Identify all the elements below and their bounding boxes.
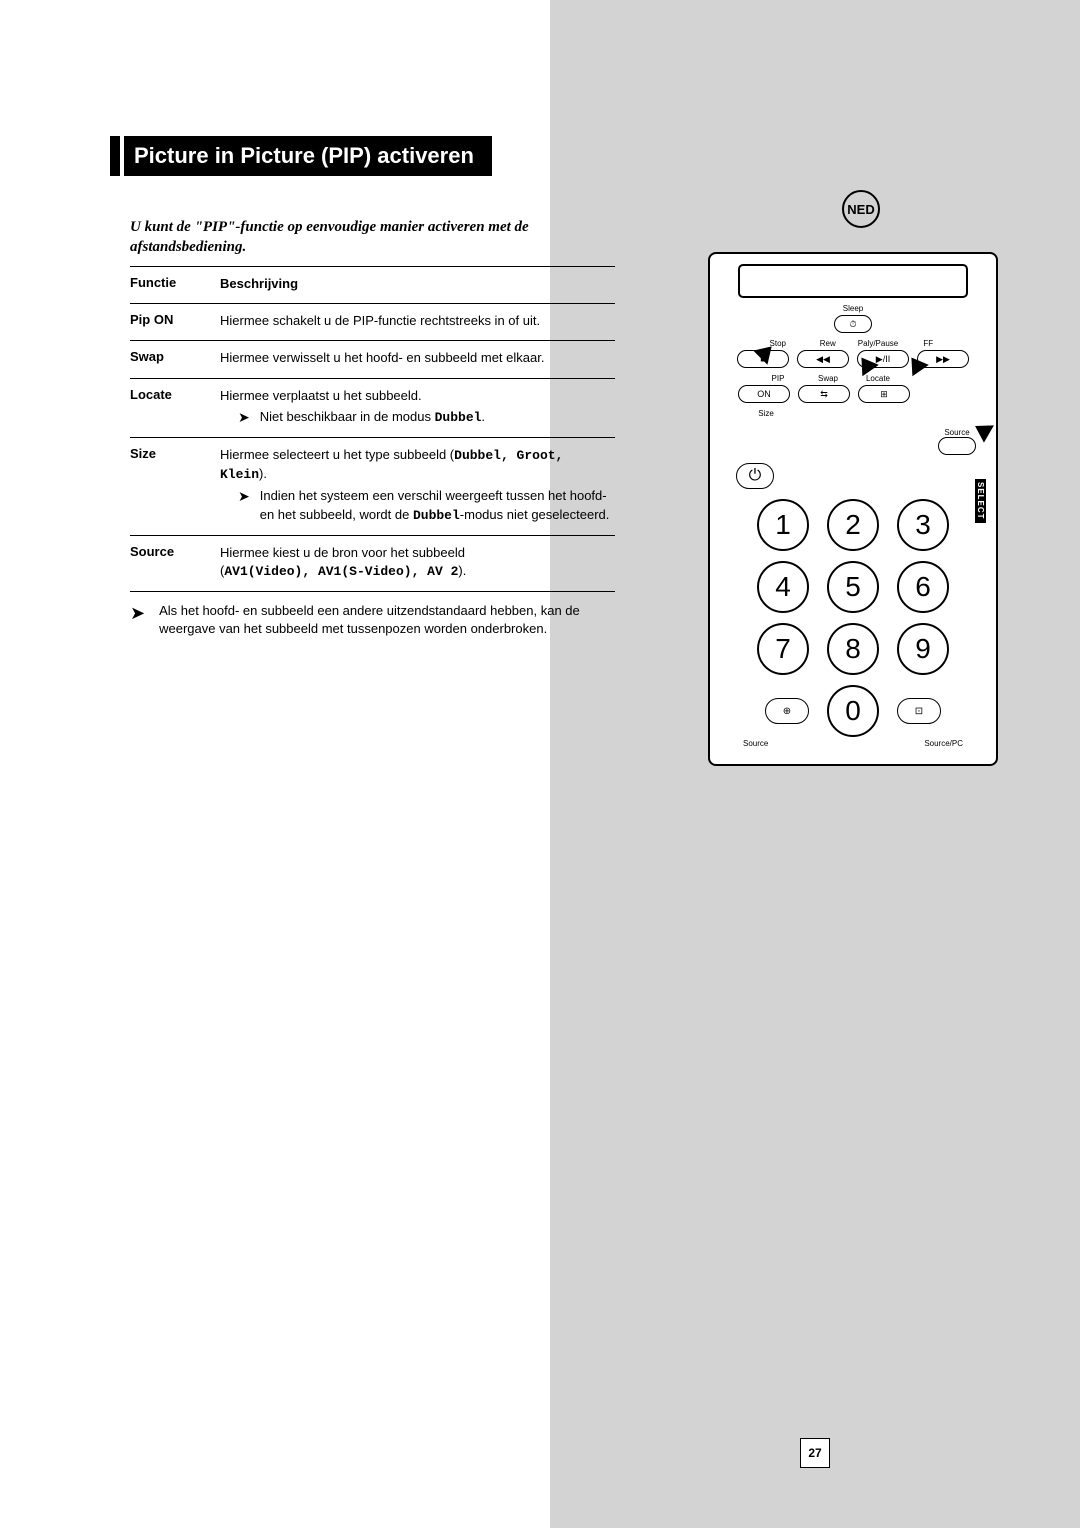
num-5-button[interactable]: 5: [827, 561, 879, 613]
header-functie: Functie: [130, 275, 220, 290]
num-1-button[interactable]: 1: [757, 499, 809, 551]
rew-button[interactable]: ◀◀: [797, 350, 849, 368]
swap-button[interactable]: ⇆: [798, 385, 850, 403]
pill-row-pip: ON ⇆ ⊞: [722, 385, 984, 403]
number-pad: 1 2 3 4 5 6 7 8 9: [722, 499, 984, 675]
size-subnote-text: Indien het systeem een verschil weergeef…: [260, 487, 615, 524]
header-beschrijving: Beschrijving: [220, 275, 615, 293]
row-locate: Locate Hiermee verplaatst u het subbeeld…: [130, 378, 615, 437]
footnote: ➤ Als het hoofd- en subbeeld een andere …: [130, 602, 615, 638]
label-sleep: Sleep: [833, 304, 873, 313]
label-rew: Rew: [808, 339, 848, 348]
num-3-button[interactable]: 3: [897, 499, 949, 551]
language-badge: NED: [842, 190, 880, 228]
select-label-vertical: SELECT: [975, 479, 986, 523]
label-size-btn: Size: [746, 409, 786, 418]
num-9-button[interactable]: 9: [897, 623, 949, 675]
teletext-left-button[interactable]: ⊕: [765, 698, 809, 724]
size-sub-mono: Dubbel: [413, 508, 460, 523]
page-title: Picture in Picture (PIP) activeren: [124, 136, 492, 176]
sleep-button[interactable]: ⏱: [834, 315, 872, 333]
label-size: Size: [130, 446, 220, 461]
pointer-icon: ➤: [130, 602, 145, 638]
table-header-row: Functie Beschrijving: [130, 266, 615, 303]
label-source-pc: Source/PC: [924, 739, 963, 748]
num-6-button[interactable]: 6: [897, 561, 949, 613]
bottom-row-labels: Source Source/PC: [743, 739, 963, 748]
num-8-button[interactable]: 8: [827, 623, 879, 675]
title-ornament: [110, 136, 120, 176]
size-desc-post: ).: [259, 466, 267, 481]
source-sub-post: ).: [458, 563, 466, 578]
desc-size: Hiermee selecteert u het type subbeeld (…: [220, 446, 615, 525]
power-button[interactable]: ⏻: [736, 463, 774, 489]
label-palypause: Paly/Pause: [858, 339, 898, 348]
num-0-button[interactable]: 0: [827, 685, 879, 737]
size-sub-post: -modus niet geselecteerd.: [460, 507, 610, 522]
label-source: Source: [130, 544, 220, 559]
row-size: Size Hiermee selecteert u het type subbe…: [130, 437, 615, 535]
bottom-row: ⊕ 0 ⊡: [722, 685, 984, 737]
intro-text: U kunt de "PIP"-functie op eenvoudige ma…: [130, 218, 630, 257]
page-number: 27: [800, 1438, 830, 1468]
title-row: Picture in Picture (PIP) activeren: [110, 136, 492, 176]
locate-sub-mono: Dubbel: [435, 410, 482, 425]
source-desc-main: Hiermee kiest u de bron voor het subbeel…: [220, 544, 615, 562]
label-source-bottom: Source: [743, 739, 768, 748]
row-swap: Swap Hiermee verwisselt u het hoofd- en …: [130, 340, 615, 377]
size-subnote: ➤ Indien het systeem een verschil weerge…: [220, 487, 615, 524]
source-sub-mono: AV1(Video), AV1(S-Video), AV 2: [224, 564, 458, 579]
label-row-sleep: Sleep: [722, 304, 984, 313]
locate-subnote-text: Niet beschikbaar in de modus Dubbel.: [260, 408, 485, 427]
remote-illustration: Sleep ⏱ Stop Rew Paly/Pause FF ■ ◀◀ ▶/II…: [708, 252, 998, 766]
label-pip: PIP: [758, 374, 798, 383]
locate-button[interactable]: ⊞: [858, 385, 910, 403]
locate-sub-pre: Niet beschikbaar in de modus: [260, 409, 435, 424]
label-locate: Locate: [130, 387, 220, 402]
label-row-pip: PIP Swap Locate: [722, 374, 984, 383]
page: NED Picture in Picture (PIP) activeren U…: [0, 0, 1080, 1528]
source-desc-detail: (AV1(Video), AV1(S-Video), AV 2).: [220, 562, 615, 581]
remote-display: [738, 264, 968, 298]
desc-pip-on: Hiermee schakelt u de PIP-functie rechts…: [220, 312, 615, 330]
pip-on-button[interactable]: ON: [738, 385, 790, 403]
teletext-right-button[interactable]: ⊡: [897, 698, 941, 724]
function-table: Functie Beschrijving Pip ON Hiermee scha…: [130, 266, 615, 592]
pointer-icon: ➤: [238, 487, 250, 505]
label-pip-on: Pip ON: [130, 312, 220, 327]
desc-locate-main: Hiermee verplaatst u het subbeeld.: [220, 388, 422, 403]
num-4-button[interactable]: 4: [757, 561, 809, 613]
pointer-icon: ➤: [238, 408, 250, 426]
row-source: Source Hiermee kiest u de bron voor het …: [130, 535, 615, 592]
label-ff: FF: [908, 339, 948, 348]
label-swap-btn: Swap: [808, 374, 848, 383]
spacer: [908, 374, 948, 383]
locate-subnote: ➤ Niet beschikbaar in de modus Dubbel.: [220, 408, 615, 427]
row-pip-on: Pip ON Hiermee schakelt u de PIP-functie…: [130, 303, 615, 340]
label-swap: Swap: [130, 349, 220, 364]
desc-swap: Hiermee verwisselt u het hoofd- en subbe…: [220, 349, 615, 367]
num-7-button[interactable]: 7: [757, 623, 809, 675]
num-2-button[interactable]: 2: [827, 499, 879, 551]
size-desc-pre: Hiermee selecteert u het type subbeeld (: [220, 447, 454, 462]
source-pill-row: Source: [722, 426, 976, 455]
locate-sub-tail: .: [481, 409, 485, 424]
label-row-size: Size: [722, 409, 984, 418]
desc-source: Hiermee kiest u de bron voor het subbeel…: [220, 544, 615, 581]
source-button[interactable]: [938, 437, 976, 455]
pill-row-sleep: ⏱: [722, 315, 984, 333]
desc-locate: Hiermee verplaatst u het subbeeld. ➤ Nie…: [220, 387, 615, 427]
label-locate-btn: Locate: [858, 374, 898, 383]
footnote-text: Als het hoofd- en subbeeld een andere ui…: [159, 602, 615, 638]
